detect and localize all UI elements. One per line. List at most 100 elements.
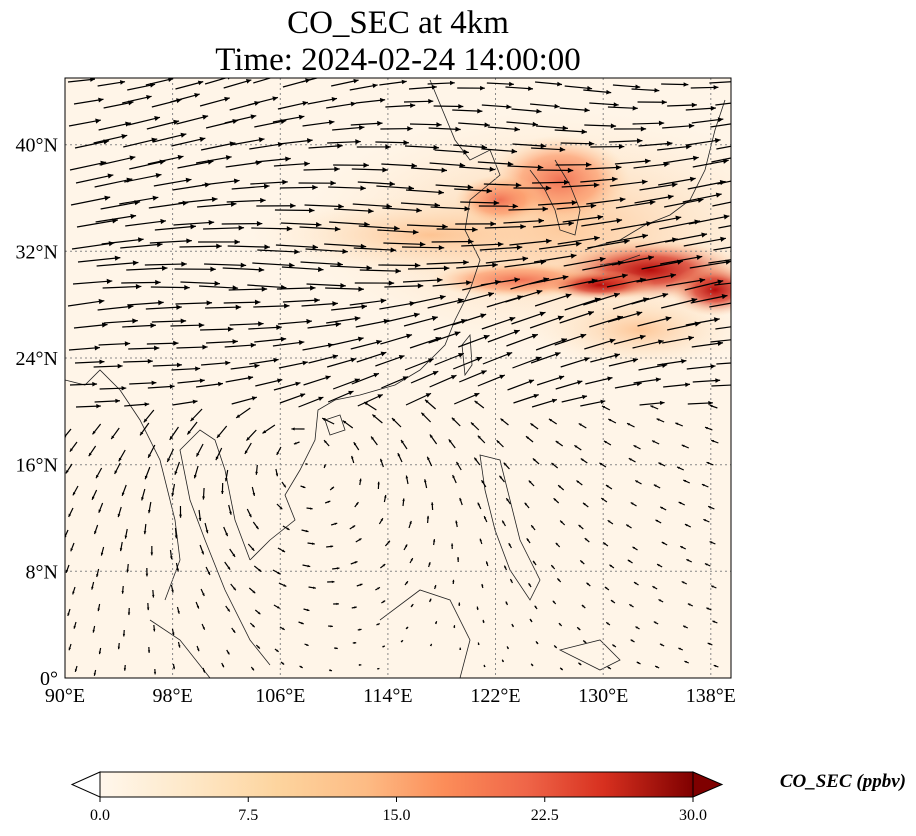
wind-vector [223,301,261,304]
wind-arrowhead [232,630,236,633]
wind-arrowhead [529,618,533,622]
wind-arrowhead [124,341,131,347]
wind-arrowhead [553,498,557,501]
wind-arrowhead [386,203,392,209]
wind-arrowhead [536,289,543,295]
wind-arrowhead [161,265,168,271]
wind-vector [226,199,266,203]
wind-arrowhead [712,620,716,623]
wind-arrowhead [65,569,69,573]
wind-arrowhead [372,414,376,418]
wind-arrowhead [587,85,593,91]
wind-arrowhead [467,184,474,190]
wind-arrowhead [366,265,372,271]
wind-vector [356,351,387,363]
y-tick-label: 0° [40,668,58,690]
wind-arrowhead [154,116,161,122]
wind-arrowhead [557,578,560,581]
x-tick-label: 114°E [363,685,412,707]
wind-arrowhead [233,178,240,184]
wind-arrowhead [515,182,522,188]
wind-vector [227,245,270,248]
wind-arrowhead [400,640,404,643]
wind-arrowhead [583,640,586,643]
wind-arrowhead [315,221,322,228]
wind-arrowhead [65,470,69,474]
wind-arrowhead [424,479,427,483]
wind-arrowhead [691,297,698,303]
wind-arrowhead [671,182,678,188]
wind-arrowhead [330,625,333,628]
wind-arrowhead [284,303,290,309]
wind-arrowhead [745,255,751,260]
wind-arrowhead [336,567,340,570]
wind-vector [635,238,678,248]
wind-arrowhead [601,405,606,409]
wind-vector [538,242,582,250]
wind-arrowhead [545,238,552,244]
wind-arrowhead [146,95,152,100]
wind-arrowhead [684,524,688,527]
wind-arrowhead [681,358,687,364]
wind-vector [176,346,208,349]
wind-vector [633,163,670,169]
wind-arrowhead [117,513,121,518]
wind-arrowhead [584,357,590,362]
wind-arrowhead [306,608,310,612]
wind-arrowhead [185,177,192,183]
wind-arrowhead [92,629,95,633]
wind-arrowhead [176,304,182,310]
wind-arrowhead [500,418,504,422]
wind-arrowhead [68,647,71,651]
wind-arrowhead [555,542,559,546]
wind-arrowhead [150,552,154,556]
wind-vector [562,216,604,223]
wind-arrowhead [335,321,342,328]
wind-arrowhead [144,402,150,407]
wind-arrowhead [703,519,707,522]
wind-vector [330,265,372,269]
wind-arrowhead [613,292,620,298]
wind-arrowhead [397,453,401,457]
wind-arrowhead [514,277,520,283]
wind-vector [534,293,572,307]
wind-arrowhead [431,315,438,321]
wind-arrowhead [675,215,682,221]
wind-arrowhead [276,324,282,331]
wind-arrowhead [657,564,660,567]
wind-arrowhead [290,203,296,209]
wind-arrowhead [681,581,685,584]
wind-vector [558,279,598,289]
wind-arrowhead [577,380,583,385]
wind-vector [605,234,648,244]
wind-arrowhead [539,311,546,317]
wind-arrowhead [532,121,538,127]
wind-vector [199,285,239,289]
wind-vector [511,311,546,325]
wind-vector [279,186,318,189]
wind-arrowhead [377,394,383,399]
wind-arrowhead [511,148,518,154]
wind-arrowhead [711,440,715,443]
wind-vector [457,292,495,304]
wind-vector [202,179,240,186]
wind-arrowhead [358,538,362,541]
wind-vector [152,133,187,143]
wind-arrowhead [656,418,660,421]
wind-arrowhead [235,304,242,310]
wind-arrowhead [302,101,308,106]
wind-arrowhead [385,144,391,150]
wind-arrowhead [73,625,76,629]
wind-arrowhead [650,405,654,408]
wind-vector [454,188,493,192]
wind-arrowhead [220,490,224,495]
wind-vector [561,184,600,188]
wind-arrowhead [216,243,222,249]
wind-arrowhead [560,520,563,524]
wind-arrowhead [118,457,122,462]
wind-vector [588,274,628,284]
wind-arrowhead [531,663,534,667]
wind-vector [512,143,547,147]
wind-arrowhead [147,650,151,653]
wind-arrowhead [432,539,436,542]
